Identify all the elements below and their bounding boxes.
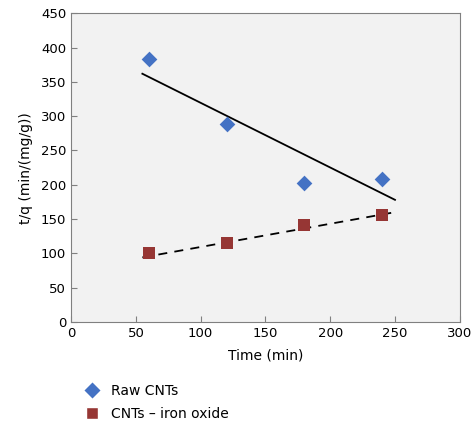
- X-axis label: Time (min): Time (min): [228, 348, 303, 362]
- Point: [378, 176, 386, 183]
- Point: [145, 56, 153, 63]
- Point: [223, 121, 230, 128]
- Point: [301, 221, 308, 228]
- Legend: Raw CNTs, CNTs – iron oxide: Raw CNTs, CNTs – iron oxide: [78, 384, 229, 421]
- Point: [301, 179, 308, 186]
- Point: [378, 211, 386, 219]
- Point: [145, 249, 153, 256]
- Point: [223, 240, 230, 247]
- Y-axis label: t/q (min/(mg/g)): t/q (min/(mg/g)): [18, 112, 33, 224]
